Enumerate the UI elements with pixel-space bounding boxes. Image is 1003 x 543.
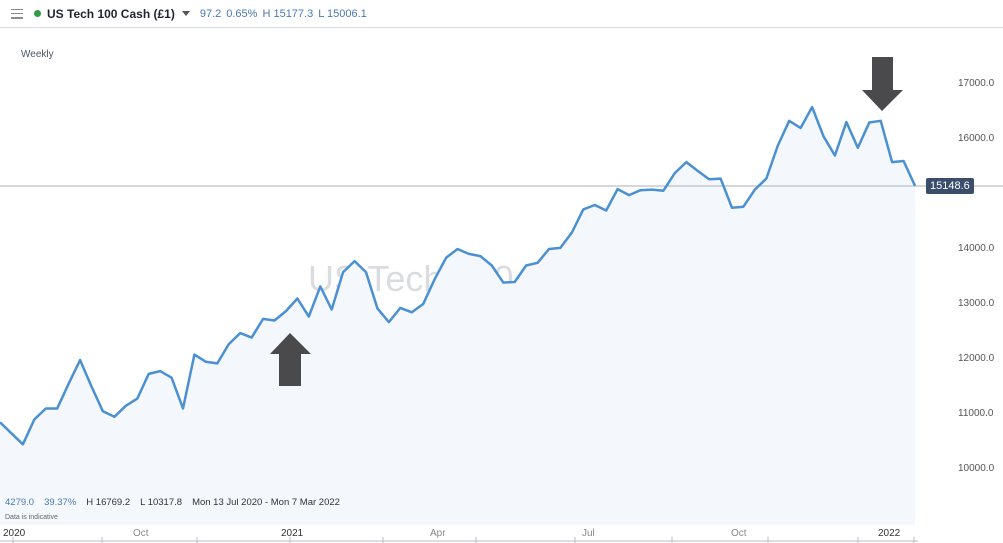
session-low: L 15006.1: [318, 7, 367, 20]
x-axis-tick-label: Oct: [133, 528, 149, 539]
range-high: H 16769.2: [86, 497, 131, 508]
instrument-name[interactable]: US Tech 100 Cash (£1): [47, 6, 175, 21]
y-axis-tick-label: 13000.0: [958, 298, 995, 309]
y-axis-tick-label: 16000.0: [958, 133, 995, 144]
price-change: 97.2: [199, 7, 222, 20]
price-change-percent: 0.65%: [226, 7, 258, 20]
range-low: L 10317.8: [140, 497, 183, 508]
y-axis-tick-label: 11000.0: [958, 408, 994, 419]
y-axis-tick-label: 17000.0: [958, 78, 995, 89]
session-high: H 15177.3: [262, 7, 314, 20]
price-area-fill: [0, 107, 915, 525]
instrument-header: US Tech 100 Cash (£1) 97.2 0.65% H 15177…: [0, 0, 1003, 28]
chevron-down-icon[interactable]: [181, 11, 190, 16]
x-axis-tick-label: 2021: [281, 528, 304, 539]
range-change: 4279.0: [5, 497, 35, 508]
price-line: [0, 105, 917, 446]
x-axis-tick-label: Jul: [582, 528, 595, 539]
range-stats: 4279.0 39.37% H 16769.2 L 10317.8 Mon 13…: [5, 497, 350, 508]
market-open-status-icon: [34, 10, 41, 17]
chart-period-label: Weekly: [21, 49, 54, 60]
y-axis-tick-label: 10000.0: [958, 463, 995, 474]
y-axis-tick-label: 12000.0: [958, 353, 995, 364]
down-arrow-icon: [862, 57, 903, 111]
range-change-percent: 39.37%: [44, 497, 77, 508]
hamburger-menu-icon[interactable]: [11, 8, 23, 19]
x-axis-tick-label: 2020: [3, 528, 26, 539]
x-axis-tick-label: Oct: [731, 528, 747, 539]
current-price-tag: 15148.6: [926, 178, 974, 194]
x-axis-tick-label: 2022: [878, 528, 901, 539]
data-indicative-note: Data is indicative: [5, 514, 58, 521]
y-axis-tick-label: 14000.0: [958, 243, 995, 254]
date-range: Mon 13 Jul 2020 - Mon 7 Mar 2022: [192, 497, 340, 508]
x-axis-tick-label: Apr: [430, 528, 446, 539]
up-arrow-icon: [270, 333, 311, 386]
